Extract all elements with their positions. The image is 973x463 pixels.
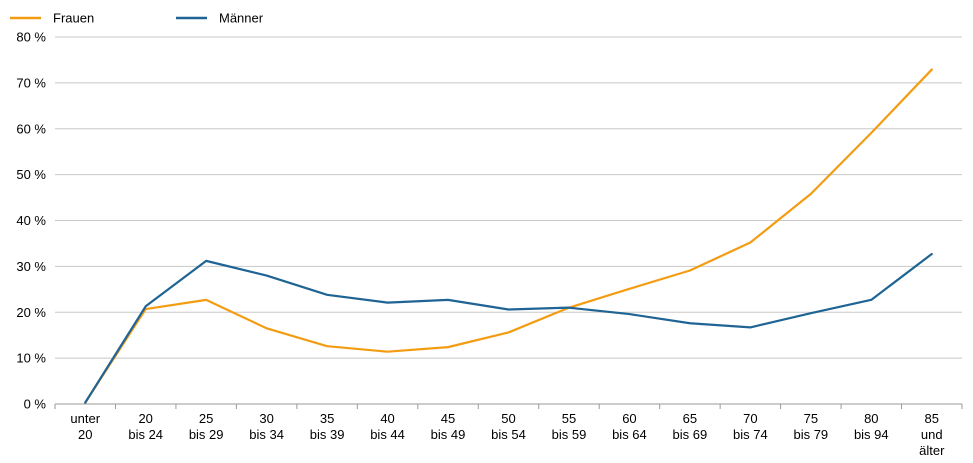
legend-label-frauen: Frauen: [53, 11, 94, 26]
series-maenner-line: [84, 252, 933, 404]
x-tick-label: 40 bis 44: [370, 411, 405, 442]
x-tick-label-line: bis 94: [854, 427, 889, 442]
x-tick-label: 75 bis 79: [793, 411, 828, 442]
x-tick-label-line: 75: [804, 411, 818, 426]
x-tick-label-line: 65: [683, 411, 697, 426]
x-tick-label-line: bis 59: [552, 427, 587, 442]
x-tick-label-line: 55: [562, 411, 576, 426]
x-tick-label-line: 20: [138, 411, 152, 426]
x-tick-label-line: 60: [622, 411, 636, 426]
y-tick-label: 60 %: [16, 121, 46, 136]
x-tick-label-line: älter: [919, 443, 945, 458]
x-tick-label-line: 50: [501, 411, 515, 426]
y-tick-label: 40 %: [16, 213, 46, 228]
legend: Frauen Männer: [10, 11, 264, 26]
x-tick-label: 65 bis 69: [673, 411, 708, 442]
y-tick-label: 50 %: [16, 167, 46, 182]
y-tick-label: 20 %: [16, 305, 46, 320]
y-tick-label: 10 %: [16, 351, 46, 366]
y-tick-label: 70 %: [16, 75, 46, 90]
x-tick-label: 60 bis 64: [612, 411, 647, 442]
x-tick-label: 50 bis 54: [491, 411, 526, 442]
x-tick-label-line: bis 69: [673, 427, 708, 442]
x-tick-label-line: bis 79: [793, 427, 828, 442]
x-tick-label: 20 bis 24: [128, 411, 163, 442]
x-tick-label: 85 und älter: [919, 411, 945, 458]
series-group: [84, 68, 933, 404]
x-tick-label-line: bis 64: [612, 427, 647, 442]
x-tick-label-line: 80: [864, 411, 878, 426]
x-tick-label-line: bis 34: [249, 427, 284, 442]
y-tick-label: 80 %: [16, 30, 46, 45]
x-tick-label: 80 bis 94: [854, 411, 889, 442]
x-tick-label-line: 45: [441, 411, 455, 426]
x-tick-label-line: bis 39: [310, 427, 345, 442]
x-tick-label: 25 bis 29: [189, 411, 224, 442]
x-tick-label-line: 40: [380, 411, 394, 426]
grid-lines: [54, 36, 963, 409]
x-tick-label-line: 20: [78, 427, 92, 442]
x-tick-label-line: bis 29: [189, 427, 224, 442]
x-tick-label: 35 bis 39: [310, 411, 345, 442]
x-tick-label-line: und: [921, 427, 943, 442]
x-tick-label: 45 bis 49: [431, 411, 466, 442]
x-tick-label-line: bis 49: [431, 427, 466, 442]
x-tick-label-line: 30: [259, 411, 273, 426]
x-tick-label: 70 bis 74: [733, 411, 768, 442]
y-tick-label: 30 %: [16, 259, 46, 274]
x-tick-label-line: 35: [320, 411, 334, 426]
y-axis-ticks: 0 % 10 % 20 % 30 % 40 % 50 % 60 % 70 % 80 %: [16, 30, 46, 412]
x-tick-label-line: bis 24: [128, 427, 163, 442]
x-tick-label-line: 70: [743, 411, 757, 426]
x-tick-label-line: unter: [70, 411, 100, 426]
x-tick-label-line: 85: [925, 411, 939, 426]
x-tick-label-line: bis 44: [370, 427, 405, 442]
y-tick-label: 0 %: [24, 397, 47, 412]
x-tick-label-line: 25: [199, 411, 213, 426]
series-frauen-line: [84, 68, 933, 404]
x-tick-label: 30 bis 34: [249, 411, 284, 442]
x-tick-label-line: bis 54: [491, 427, 526, 442]
x-tick-label-line: bis 74: [733, 427, 768, 442]
x-tick-label: unter 20: [70, 411, 100, 442]
legend-label-maenner: Männer: [219, 11, 264, 26]
x-tick-label: 55 bis 59: [552, 411, 587, 442]
